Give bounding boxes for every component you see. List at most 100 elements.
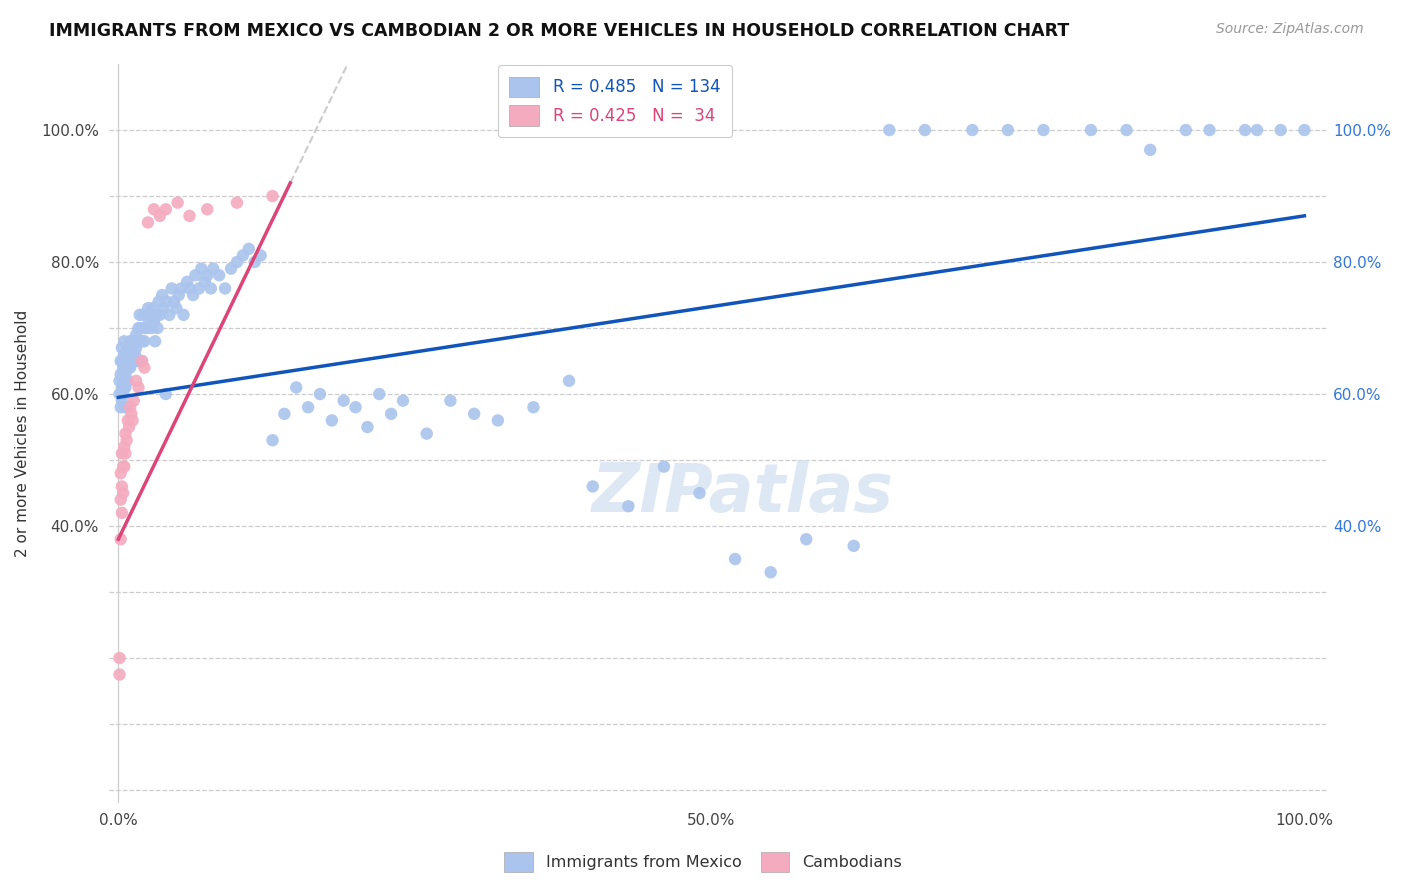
Point — [112, 360, 135, 375]
Point — [112, 360, 135, 375]
Point — [368, 387, 391, 401]
Point — [997, 123, 1019, 137]
Point — [121, 334, 143, 349]
Point — [112, 380, 135, 394]
Point — [115, 374, 138, 388]
Point — [522, 401, 544, 415]
Point — [146, 321, 169, 335]
Point — [392, 393, 415, 408]
Point — [124, 347, 146, 361]
Point — [190, 261, 212, 276]
Point — [136, 301, 159, 316]
Point — [1139, 143, 1161, 157]
Point — [131, 354, 153, 368]
Point — [195, 202, 218, 217]
Point — [114, 446, 136, 460]
Point — [129, 321, 152, 335]
Point — [110, 533, 132, 547]
Point — [134, 360, 156, 375]
Point — [108, 387, 131, 401]
Point — [122, 393, 145, 408]
Text: Source: ZipAtlas.com: Source: ZipAtlas.com — [1216, 22, 1364, 37]
Point — [724, 552, 747, 566]
Point — [124, 334, 146, 349]
Point — [689, 486, 711, 500]
Point — [128, 334, 150, 349]
Point — [118, 360, 141, 375]
Point — [112, 347, 135, 361]
Point — [195, 268, 218, 283]
Point — [877, 123, 900, 137]
Point — [150, 288, 173, 302]
Point — [194, 275, 217, 289]
Point — [344, 401, 367, 415]
Point — [118, 347, 141, 361]
Point — [131, 334, 153, 349]
Point — [184, 268, 207, 283]
Point — [111, 380, 134, 394]
Point — [112, 486, 135, 500]
Point — [112, 334, 135, 349]
Point — [149, 209, 172, 223]
Point — [112, 374, 135, 388]
Point — [118, 420, 141, 434]
Point — [120, 407, 142, 421]
Point — [111, 354, 134, 368]
Point — [108, 667, 131, 681]
Point — [114, 401, 136, 415]
Point — [321, 413, 343, 427]
Point — [112, 459, 135, 474]
Point — [202, 261, 225, 276]
Point — [110, 492, 132, 507]
Point — [111, 506, 134, 520]
Point — [112, 440, 135, 454]
Point — [110, 354, 132, 368]
Point — [110, 368, 132, 382]
Point — [163, 294, 186, 309]
Point — [262, 189, 284, 203]
Point — [115, 347, 138, 361]
Point — [115, 434, 138, 448]
Point — [962, 123, 984, 137]
Point — [141, 321, 163, 335]
Point — [582, 479, 605, 493]
Point — [132, 308, 155, 322]
Point — [1270, 123, 1292, 137]
Point — [125, 341, 148, 355]
Point — [148, 294, 170, 309]
Point — [155, 202, 177, 217]
Point — [156, 294, 179, 309]
Point — [219, 261, 242, 276]
Point — [617, 500, 640, 514]
Point — [794, 533, 817, 547]
Point — [131, 354, 153, 368]
Y-axis label: 2 or more Vehicles in Household: 2 or more Vehicles in Household — [15, 310, 30, 558]
Point — [128, 308, 150, 322]
Point — [122, 341, 145, 355]
Point — [142, 202, 165, 217]
Point — [117, 413, 139, 427]
Point — [214, 281, 236, 295]
Point — [108, 374, 131, 388]
Point — [232, 248, 254, 262]
Point — [134, 321, 156, 335]
Point — [179, 209, 201, 223]
Point — [135, 321, 157, 335]
Point — [135, 308, 157, 322]
Point — [127, 354, 149, 368]
Point — [120, 354, 142, 368]
Point — [110, 467, 132, 481]
Point — [463, 407, 485, 421]
Point — [114, 380, 136, 394]
Point — [142, 301, 165, 316]
Point — [117, 354, 139, 368]
Point — [208, 268, 231, 283]
Point — [125, 327, 148, 342]
Point — [262, 434, 284, 448]
Point — [127, 334, 149, 349]
Point — [380, 407, 402, 421]
Point — [152, 301, 174, 316]
Point — [120, 341, 142, 355]
Point — [176, 275, 198, 289]
Point — [111, 393, 134, 408]
